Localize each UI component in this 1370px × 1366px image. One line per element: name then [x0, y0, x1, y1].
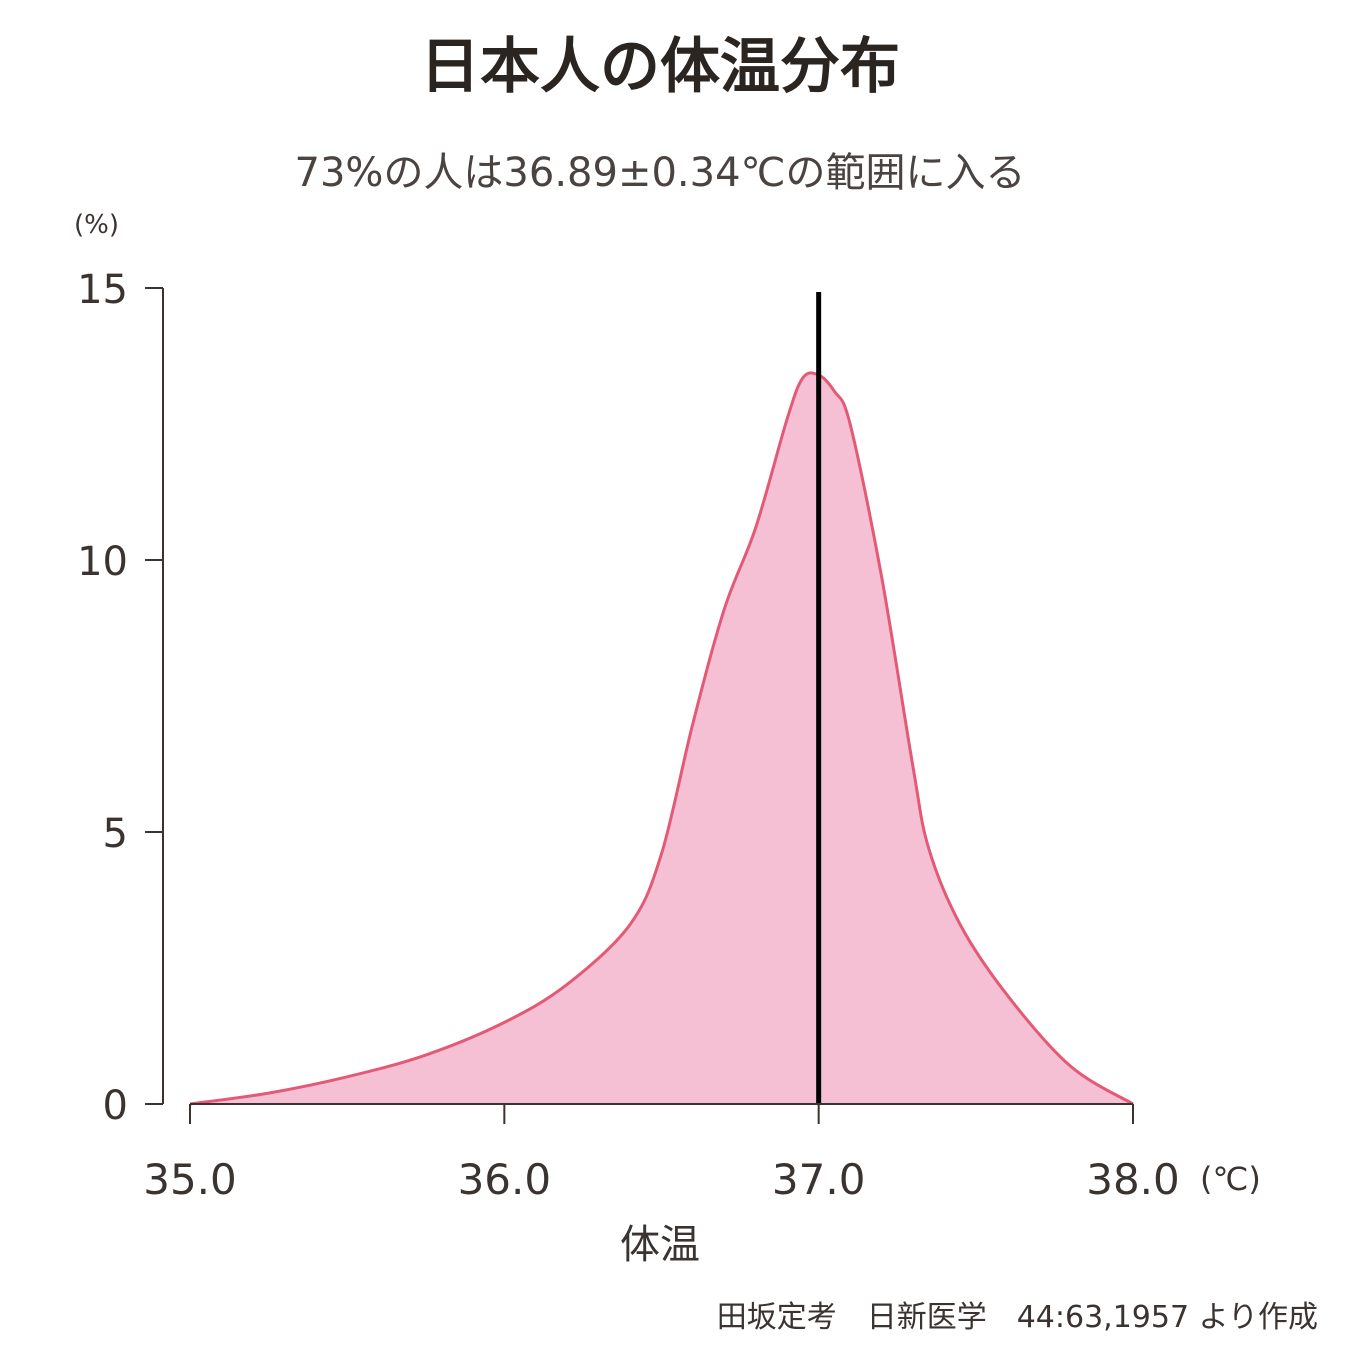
y-tick-label: 10: [77, 539, 128, 585]
x-tick-label: 35.0: [143, 1155, 237, 1204]
chart-title: 日本人の体温分布: [420, 32, 900, 102]
source-note: 田坂定考 日新医学 44:63,1957 より作成: [716, 1300, 1318, 1335]
distribution-curve: [189, 371, 1134, 1106]
distribution-area: [190, 372, 1133, 1104]
x-tick-label: 37.0: [772, 1155, 866, 1204]
y-tick-label: 15: [77, 267, 128, 313]
x-axis-label: 体温: [620, 1222, 700, 1268]
y-axis-unit: (%): [74, 210, 119, 240]
x-tick-label: 38.0: [1086, 1155, 1180, 1204]
y-tick-label: 0: [103, 1083, 128, 1129]
y-tick-label: 5: [103, 811, 128, 857]
chart-subtitle: 73%の人は36.89±0.34℃の範囲に入る: [294, 150, 1026, 196]
x-axis-unit: (℃): [1200, 1160, 1261, 1198]
x-tick-label: 36.0: [458, 1155, 552, 1204]
